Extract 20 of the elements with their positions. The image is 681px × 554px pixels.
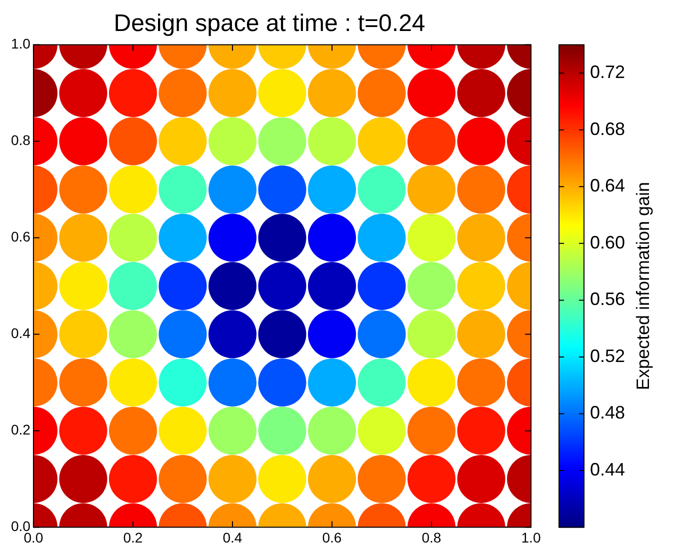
color-bar-label: 0.68: [590, 118, 626, 139]
color-bar-label: 0.52: [590, 346, 626, 366]
color-bar-title: Expected information gain: [632, 182, 653, 390]
y-tick-label: 0.2: [10, 422, 31, 438]
color-bar-label: 0.56: [590, 289, 626, 310]
x-tick-label: 0.6: [322, 529, 342, 546]
x-tick-label: 0.4: [222, 529, 242, 546]
chart-title: Design space at time : t=0.24: [114, 10, 426, 38]
color-bar-label: 0.72: [590, 62, 626, 82]
color-bar-label: 0.64: [590, 176, 626, 196]
x-tick-label: 0.8: [422, 529, 442, 546]
y-tick-label: 0.6: [10, 228, 31, 245]
color-bar-label: 0.60: [590, 232, 626, 252]
color-bar-label: 0.44: [590, 459, 626, 480]
y-tick-label: 1.0: [10, 36, 31, 52]
x-tick-label: 1.0: [521, 529, 541, 546]
x-tick-label: 0.2: [123, 529, 143, 546]
y-tick-label: 0.8: [10, 132, 31, 148]
color-bar-label: 0.48: [590, 402, 626, 423]
y-tick-label: 0.4: [10, 325, 31, 342]
